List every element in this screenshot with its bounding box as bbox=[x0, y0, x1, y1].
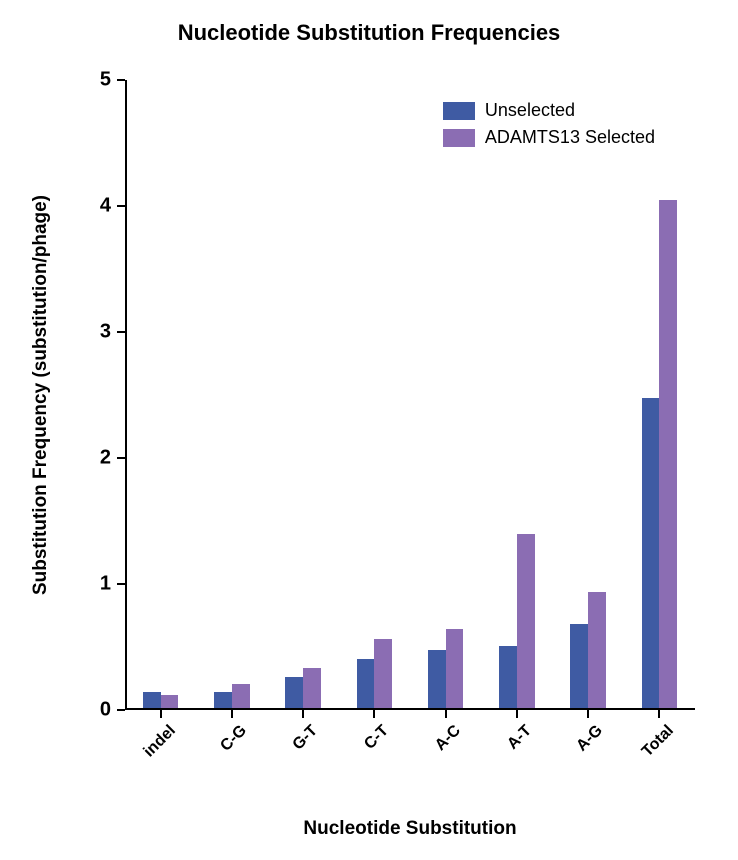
x-tick bbox=[658, 710, 660, 718]
x-tick bbox=[302, 710, 304, 718]
bar-unselected bbox=[642, 398, 660, 708]
chart-container: Nucleotide Substitution Frequencies Subs… bbox=[0, 0, 738, 860]
bar-unselected bbox=[499, 646, 517, 708]
bar-adamts13-selected bbox=[374, 639, 392, 708]
x-axis-line bbox=[125, 708, 695, 710]
bar-adamts13-selected bbox=[232, 684, 250, 708]
bar-unselected bbox=[570, 624, 588, 708]
y-axis-line bbox=[125, 80, 127, 710]
y-axis-title: Substitution Frequency (substitution/pha… bbox=[30, 80, 52, 710]
legend-label: ADAMTS13 Selected bbox=[485, 127, 655, 148]
bar-adamts13-selected bbox=[446, 629, 464, 708]
bar-adamts13-selected bbox=[659, 200, 677, 708]
bar-adamts13-selected bbox=[517, 534, 535, 708]
legend: Unselected ADAMTS13 Selected bbox=[443, 100, 655, 154]
x-tick bbox=[373, 710, 375, 718]
legend-row: Unselected bbox=[443, 100, 655, 121]
x-tick bbox=[231, 710, 233, 718]
y-tick-label: 4 bbox=[100, 195, 125, 218]
bar-unselected bbox=[285, 677, 303, 709]
x-tick bbox=[445, 710, 447, 718]
chart-title: Nucleotide Substitution Frequencies bbox=[0, 20, 738, 46]
y-tick-label: 3 bbox=[100, 321, 125, 344]
x-tick bbox=[160, 710, 162, 718]
legend-row: ADAMTS13 Selected bbox=[443, 127, 655, 148]
bar-unselected bbox=[357, 659, 375, 708]
bar-adamts13-selected bbox=[161, 695, 179, 708]
legend-swatch bbox=[443, 102, 475, 120]
x-tick bbox=[587, 710, 589, 718]
bar-unselected bbox=[428, 650, 446, 708]
bar-unselected bbox=[143, 692, 161, 708]
x-axis-title: Nucleotide Substitution bbox=[125, 818, 695, 840]
x-tick bbox=[516, 710, 518, 718]
bar-adamts13-selected bbox=[588, 592, 606, 708]
y-tick-label: 0 bbox=[100, 699, 125, 722]
legend-swatch bbox=[443, 129, 475, 147]
x-tick-label: Total bbox=[595, 722, 678, 805]
legend-label: Unselected bbox=[485, 100, 575, 121]
bar-unselected bbox=[214, 692, 232, 708]
bar-adamts13-selected bbox=[303, 668, 321, 708]
y-tick-label: 1 bbox=[100, 573, 125, 596]
y-tick-label: 5 bbox=[100, 69, 125, 92]
plot-area: UnselectedADAMTS13 Selected 012345indelC… bbox=[125, 80, 695, 710]
y-tick-label: 2 bbox=[100, 447, 125, 470]
